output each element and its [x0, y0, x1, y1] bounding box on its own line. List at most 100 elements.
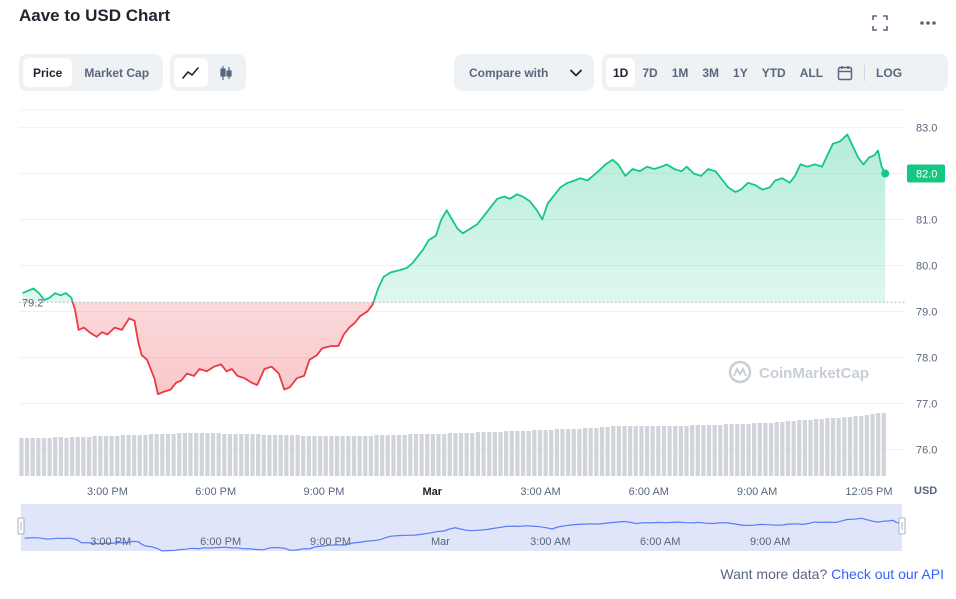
volume-bar [120, 435, 125, 476]
volume-bar [323, 436, 328, 476]
volume-bar [103, 436, 109, 476]
log-scale-toggle[interactable]: LOG [876, 65, 903, 80]
fullscreen-icon[interactable] [869, 12, 891, 34]
x-tick-label: 3:00 PM [87, 486, 128, 498]
volume-bar [735, 424, 740, 476]
volume-bar [267, 435, 272, 476]
api-link[interactable]: Check out our API [831, 566, 944, 582]
volume-bar [678, 426, 683, 476]
volume-bar [227, 434, 233, 476]
volume-bar [148, 434, 154, 476]
volume-bar [791, 421, 796, 476]
navigator-tick-label: 6:00 AM [640, 536, 680, 548]
volume-bar [171, 434, 176, 476]
price-chart[interactable]: 83.082.081.080.079.078.077.076.079.282.0… [0, 100, 956, 560]
volume-bar [194, 433, 199, 476]
volume-bar [19, 438, 24, 476]
volume-bar [706, 425, 712, 476]
navigator-tick-label: 9:00 PM [310, 536, 351, 548]
volume-bar [363, 436, 368, 476]
metric-toggle: Price Market Cap [19, 54, 164, 91]
volume-bar [453, 433, 458, 476]
volume-bar [768, 423, 774, 476]
volume-bar [396, 435, 402, 476]
volume-bar [808, 420, 813, 476]
volume-bar [312, 436, 317, 476]
volume-bar [571, 429, 576, 476]
volume-bar [864, 415, 869, 476]
range-3m[interactable]: 3M [702, 65, 720, 80]
candlestick-icon[interactable] [210, 58, 242, 87]
volume-bar [740, 424, 745, 476]
volume-bar [537, 430, 543, 476]
volume-bar [532, 430, 537, 476]
volume-bar [757, 423, 762, 476]
volume-bar [109, 436, 114, 476]
chevron-down-icon [570, 66, 582, 80]
y-tick-label: 79.0 [916, 306, 937, 318]
more-options-icon[interactable] [917, 12, 939, 34]
calendar-icon[interactable] [830, 58, 860, 87]
navigator-line [24, 517, 901, 552]
volume-bar [785, 421, 791, 476]
coinmarketcap-logo-mark [733, 366, 747, 377]
y-tick-label: 78.0 [916, 352, 937, 364]
tab-market-cap[interactable]: Market Cap [84, 65, 150, 80]
volume-bar [143, 435, 148, 476]
chart-type-toggle [170, 54, 246, 91]
volume-bar [199, 433, 204, 476]
volume-bar [81, 437, 86, 476]
range-7d[interactable]: 7D [642, 65, 658, 80]
volume-bar [814, 419, 819, 476]
page-title: Aave to USD Chart [19, 6, 171, 25]
volume-bar [205, 433, 210, 476]
volume-bar [70, 437, 75, 476]
line-chart-icon[interactable] [174, 58, 208, 87]
navigator-tick-label: 3:00 PM [90, 536, 131, 548]
volume-bar [182, 433, 187, 476]
volume-bar [165, 434, 171, 476]
volume-bar [566, 429, 571, 476]
volume-bar [86, 437, 92, 476]
y-tick-label: 77.0 [916, 398, 937, 410]
volume-bar [278, 435, 283, 476]
range-1d[interactable]: 1D [606, 58, 636, 87]
volume-bar [498, 432, 503, 476]
volume-bar [819, 419, 824, 476]
volume-bar [368, 436, 373, 476]
compare-label: Compare with [469, 65, 549, 80]
volume-bar [487, 432, 492, 476]
volume-bar [306, 436, 311, 476]
volume-bar [853, 416, 858, 476]
volume-bar [650, 426, 655, 476]
tab-price[interactable]: Price [23, 58, 73, 87]
price-line-up [22, 133, 886, 303]
current-price-label: 82.0 [916, 169, 937, 181]
volume-bar [346, 436, 351, 476]
volume-bar [284, 435, 289, 476]
volume-bar [30, 438, 35, 476]
volume-bar [160, 434, 165, 476]
volume-bar [729, 424, 734, 476]
volume-bar [115, 436, 120, 476]
volume-bar [419, 434, 424, 476]
volume-bar [876, 413, 881, 476]
volume-bar [859, 416, 864, 476]
api-promo: Want more data? Check out our API [720, 566, 944, 582]
range-1y[interactable]: 1Y [733, 65, 748, 80]
range-all[interactable]: ALL [799, 65, 824, 80]
volume-bar [301, 436, 306, 476]
volume-bar [661, 426, 667, 476]
volume-bar [222, 434, 227, 476]
volume-bar [132, 435, 137, 476]
volume-bar [802, 420, 807, 476]
volume-bar [616, 426, 621, 476]
volume-bar [261, 435, 266, 476]
compare-dropdown[interactable]: Compare with [454, 54, 594, 91]
volume-bar [58, 437, 63, 476]
range-ytd[interactable]: YTD [761, 65, 786, 80]
range-1m[interactable]: 1M [671, 65, 689, 80]
volume-bar [256, 434, 261, 476]
volume-bar [481, 432, 486, 476]
navigator-tick-label: 3:00 AM [530, 536, 570, 548]
